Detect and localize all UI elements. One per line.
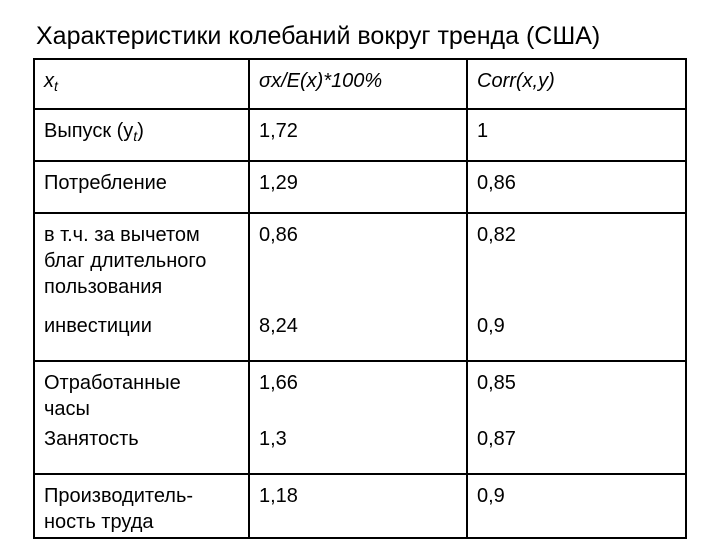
row-value: 1,3 (248, 422, 468, 475)
header-variable-subscript: t (54, 78, 58, 94)
label-line: Производитель- (44, 485, 194, 507)
header-sigma-symbol: σ (259, 70, 272, 92)
table-header-row: xt σx/E(x)*100% Corr(x,y) (33, 58, 687, 110)
header-std-formula: x/E(x)*100% (271, 70, 383, 92)
row-label-output: Выпуск (yt) (33, 109, 250, 162)
row-label-investment: инвестиции (33, 309, 250, 362)
label-subscript: t (133, 128, 138, 144)
row-label-nondurable: в т.ч. за вычетом благ длительного польз… (33, 213, 250, 309)
row-corr: 1 (466, 109, 687, 162)
row-label-consumption: Потребление (33, 161, 250, 214)
row-corr: 0,82 (466, 213, 687, 309)
label-text: Выпуск (y (44, 120, 134, 142)
table-row: Выпуск (yt) 1,72 1 (33, 109, 687, 162)
row-label-employment: Занятость (33, 422, 250, 475)
row-corr: 0,9 (466, 309, 687, 362)
table-row: Отработанные часы 1,66 0,85 (33, 361, 687, 422)
label-line: часы (44, 398, 90, 420)
row-corr: 0,86 (466, 161, 687, 214)
label-line: благ длительного (44, 250, 207, 272)
row-value: 1,66 (248, 361, 468, 422)
row-corr: 0,87 (466, 422, 687, 475)
row-value: 1,72 (248, 109, 468, 162)
row-value: 0,86 (248, 213, 468, 309)
table-row: Потребление 1,29 0,86 (33, 161, 687, 214)
row-label-hours-worked: Отработанные часы (33, 361, 250, 422)
row-corr: 0,9 (466, 474, 687, 539)
header-cell-std: σx/E(x)*100% (248, 58, 468, 110)
header-cell-corr: Corr(x,y) (466, 58, 687, 110)
row-value: 1,18 (248, 474, 468, 539)
table-row: Занятость 1,3 0,87 (33, 422, 687, 475)
label-line: пользования (44, 276, 163, 298)
header-variable-x: x (44, 70, 54, 92)
slide-title: Характеристики колебаний вокруг тренда (… (36, 22, 601, 50)
row-corr: 0,85 (466, 361, 687, 422)
label-line: ность труда (44, 511, 154, 533)
row-label-productivity: Производитель- ность труда (33, 474, 250, 539)
label-line: Отработанные (44, 372, 181, 394)
label-line: в т.ч. за вычетом (44, 224, 200, 246)
fluctuation-table: xt σx/E(x)*100% Corr(x,y) Выпуск (yt) 1,… (33, 58, 687, 539)
label-text-close: ) (137, 120, 144, 142)
table-row: инвестиции 8,24 0,9 (33, 309, 687, 362)
table-row: Производитель- ность труда 1,18 0,9 (33, 474, 687, 539)
table-row: в т.ч. за вычетом благ длительного польз… (33, 213, 687, 309)
row-value: 1,29 (248, 161, 468, 214)
header-cell-variable: xt (33, 58, 250, 110)
header-corr-formula: Corr(x,y) (477, 70, 555, 92)
row-value: 8,24 (248, 309, 468, 362)
